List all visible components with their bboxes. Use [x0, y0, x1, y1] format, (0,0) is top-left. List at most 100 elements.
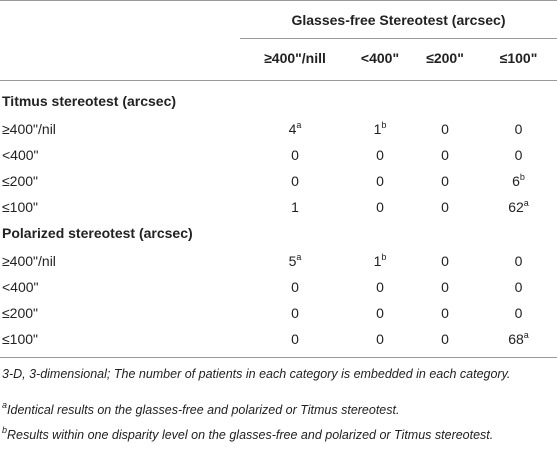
table-cell: 0: [410, 274, 480, 300]
group-header: Glasses-free Stereotest (arcsec): [291, 12, 506, 28]
footnote-a-text: Identical results on the glasses-free an…: [7, 403, 400, 417]
table-cell: 0: [480, 142, 557, 168]
footnote-b-mark: b: [2, 425, 8, 435]
table-cell: 0: [410, 194, 480, 220]
table-cell: 0: [350, 326, 410, 352]
table-cell: 0: [350, 142, 410, 168]
table-cell: 0: [410, 248, 480, 274]
cell-footnote-mark: b: [381, 120, 387, 130]
cell-value: 1: [291, 199, 299, 215]
table-row: ≤100" 1 0 0 62a: [0, 194, 557, 220]
cell-value: 0: [441, 279, 449, 295]
cell-value: 0: [291, 305, 299, 321]
table-cell: 5a: [240, 248, 350, 274]
cell-value: 0: [376, 147, 384, 163]
cell-footnote-mark: b: [519, 172, 525, 182]
table-cell: 0: [350, 274, 410, 300]
table-cell: 0: [410, 300, 480, 326]
cell-footnote-mark: a: [296, 252, 302, 262]
cell-value: 1: [373, 121, 382, 137]
table-cell: 0: [240, 168, 350, 194]
cell-footnote-mark: a: [523, 198, 529, 208]
cell-value: 0: [291, 147, 299, 163]
table-cell: 0: [240, 274, 350, 300]
cell-value: 0: [441, 331, 449, 347]
row-label: ≤200": [2, 173, 39, 189]
table-cell: 0: [480, 274, 557, 300]
footnote-b: bResults within one disparity level on t…: [2, 425, 555, 444]
header-bottom-rule: [0, 80, 557, 81]
footnote-main: 3-D, 3-dimensional; The number of patien…: [2, 367, 511, 381]
table-row: <400" 0 0 0 0: [0, 142, 557, 168]
table-cell: 0: [240, 326, 350, 352]
table-cell: 62a: [480, 194, 557, 220]
cell-footnote-mark: b: [381, 252, 387, 262]
table-cell: 1b: [350, 116, 410, 142]
cell-value: 0: [514, 121, 523, 137]
cell-value: 6: [512, 173, 520, 189]
cell-value: 0: [441, 121, 449, 137]
cell-value: 0: [376, 173, 384, 189]
section-title: Polarized stereotest (arcsec): [0, 220, 557, 246]
cell-value: 5: [288, 253, 297, 269]
table-cell: 0: [480, 116, 557, 142]
cell-value: 0: [514, 253, 523, 269]
cell-value: 0: [376, 331, 384, 347]
cell-value: 4: [288, 121, 297, 137]
table-row: ≥400"/nil 4a 1b 0 0: [0, 116, 557, 142]
row-label: ≥400"/nil: [2, 121, 56, 137]
cell-value: 0: [376, 199, 384, 215]
row-label: <400": [2, 147, 39, 163]
column-header-le100: ≤100": [499, 50, 538, 66]
section-title-text: Titmus stereotest (arcsec): [2, 93, 177, 109]
table-row: ≤200" 0 0 0 0: [0, 300, 557, 326]
cell-value: 0: [514, 279, 523, 295]
row-label: ≥400"/nil: [2, 253, 56, 269]
footnote-a-mark: a: [2, 400, 8, 410]
table-cell: 0: [480, 300, 557, 326]
cell-value: 0: [376, 279, 384, 295]
column-header-lt400: <400": [360, 50, 400, 66]
column-header-400-nill: ≥400"/nill: [264, 50, 326, 66]
table-cell: 0: [350, 300, 410, 326]
table-cell: 68a: [480, 326, 557, 352]
table-cell: 0: [350, 168, 410, 194]
section-title: Titmus stereotest (arcsec): [0, 88, 557, 114]
table-cell: 0: [410, 168, 480, 194]
cell-value: 0: [441, 173, 449, 189]
row-label: ≤100": [2, 331, 39, 347]
group-header-rule: [240, 38, 557, 39]
table-cell: 4a: [240, 116, 350, 142]
cell-value: 68: [508, 331, 524, 347]
cell-value: 0: [291, 279, 299, 295]
table-cell: 1b: [350, 248, 410, 274]
cell-value: 1: [373, 253, 382, 269]
cell-value: 0: [291, 173, 299, 189]
row-label: ≤100": [2, 199, 39, 215]
cell-footnote-mark: a: [296, 120, 302, 130]
table-bottom-rule: [0, 357, 557, 358]
table-row: ≤200" 0 0 0 6b: [0, 168, 557, 194]
table-cell: 0: [410, 142, 480, 168]
cell-footnote-mark: a: [523, 330, 529, 340]
cell-value: 0: [514, 147, 523, 163]
cell-value: 62: [508, 199, 524, 215]
table-row: ≥400"/nil 5a 1b 0 0: [0, 248, 557, 274]
table-cell: 0: [350, 194, 410, 220]
cell-value: 0: [514, 305, 523, 321]
cell-value: 0: [441, 199, 449, 215]
row-label: <400": [2, 279, 39, 295]
table-cell: 1: [240, 194, 350, 220]
table-cell: 0: [480, 248, 557, 274]
table-row: <400" 0 0 0 0: [0, 274, 557, 300]
footnote-b-text: Results within one disparity level on th…: [7, 428, 494, 442]
table-cell: 0: [240, 300, 350, 326]
row-label: ≤200": [2, 305, 39, 321]
footnote-a: aIdentical results on the glasses-free a…: [2, 400, 555, 419]
table-cell: 0: [410, 326, 480, 352]
cell-value: 0: [291, 331, 299, 347]
cell-value: 0: [376, 305, 384, 321]
cell-value: 0: [441, 253, 449, 269]
cell-value: 0: [441, 147, 449, 163]
